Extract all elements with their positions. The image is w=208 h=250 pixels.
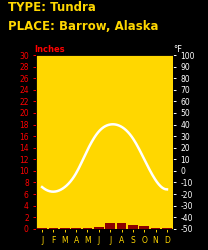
Text: °F: °F [174, 45, 183, 54]
Text: Inches: Inches [34, 45, 65, 54]
Bar [49, 228, 58, 229]
Bar [37, 228, 47, 229]
Bar [139, 226, 149, 229]
Bar [105, 223, 115, 229]
Bar [94, 227, 104, 229]
Bar [60, 228, 70, 229]
Bar [151, 228, 160, 229]
Bar [162, 228, 172, 229]
Bar [83, 228, 92, 229]
Bar [128, 225, 138, 229]
Text: TYPE: Tundra: TYPE: Tundra [8, 1, 96, 14]
Text: PLACE: Barrow, Alaska: PLACE: Barrow, Alaska [8, 20, 159, 33]
Bar [117, 223, 126, 229]
Bar [71, 228, 81, 229]
